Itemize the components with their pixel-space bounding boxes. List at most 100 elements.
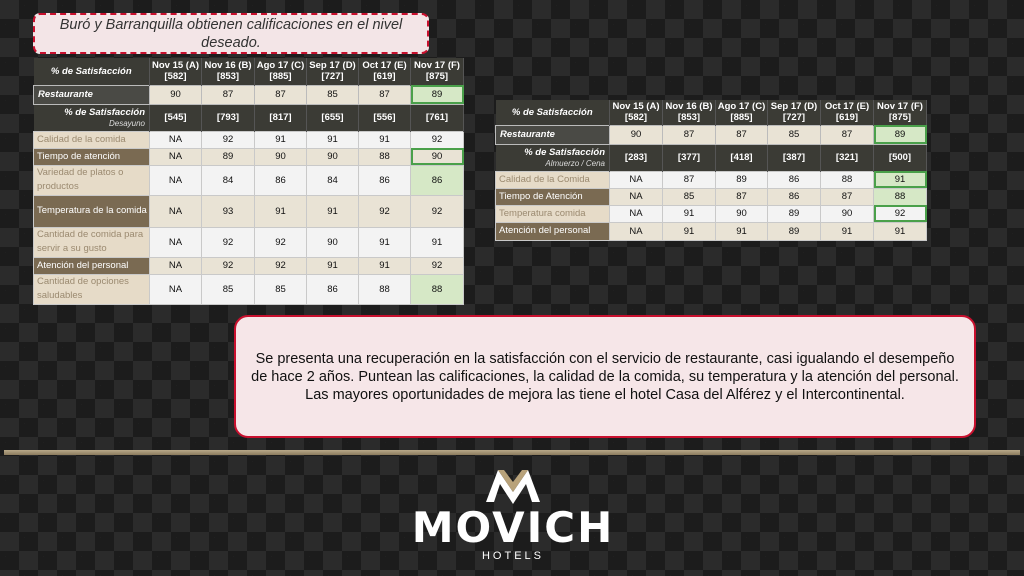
table-cell: 87 [715, 124, 768, 145]
sub-header-title: % de Satisfacción [524, 146, 605, 158]
table-cell: NA [609, 204, 663, 223]
sub-header-meal: Almuerzo / Cena [545, 158, 605, 168]
summary-note: Se presenta una recuperación en la satis… [234, 315, 976, 438]
table-cell: 89 [767, 204, 821, 223]
sample-size: [545] [149, 104, 202, 131]
period-header: Nov 16 (B)[853] [201, 58, 255, 85]
table-cell: 86 [254, 164, 307, 196]
table-cell: 85 [201, 273, 255, 305]
sample-size: [283] [609, 144, 663, 171]
table-cell: 91 [358, 130, 411, 149]
table-cell: 90 [254, 147, 307, 166]
header-label: % de Satisfacción [33, 58, 150, 85]
slide-title: Buró y Barranquilla obtienen calificacio… [33, 13, 429, 54]
sample-size: [793] [201, 104, 255, 131]
period-header: Sep 17 (D)[727] [306, 58, 359, 85]
table-cell: 92 [201, 256, 255, 275]
table-cell: 84 [306, 164, 359, 196]
table-cell: 86 [306, 273, 359, 305]
row-label: Calidad de la comida [33, 130, 150, 149]
table-cell: 91 [254, 130, 307, 149]
movich-mark-icon [486, 470, 540, 504]
sample-size: [500] [873, 144, 927, 171]
sample-size: [556] [358, 104, 411, 131]
divider-bar [4, 450, 1020, 455]
sample-size: [655] [306, 104, 359, 131]
table-cell: 87 [254, 84, 307, 105]
row-label: Tiempo de atención [33, 147, 150, 166]
period-header: Oct 17 (E)[619] [820, 100, 874, 125]
table-cell: 90 [149, 84, 202, 105]
table-cell: 92 [873, 204, 927, 223]
header-label: % de Satisfacción [495, 100, 610, 125]
sample-size: [761] [410, 104, 464, 131]
row-label: Temperatura comida [495, 204, 610, 223]
table-cell: 85 [306, 84, 359, 105]
table-cell: 87 [715, 187, 768, 206]
restaurante-label: Restaurante [495, 124, 610, 145]
table-cell: NA [609, 187, 663, 206]
row-label: Calidad de la Comida [495, 170, 610, 189]
table-cell: NA [149, 256, 202, 275]
row-label: Temperatura de la comida [33, 194, 150, 228]
sample-size: [418] [715, 144, 768, 171]
table-cell: 91 [820, 221, 874, 241]
table-cell: 91 [306, 194, 359, 228]
table-cell: 92 [254, 256, 307, 275]
table-cell: 89 [873, 124, 927, 145]
table-cell: 91 [410, 226, 464, 258]
table-cell: 86 [767, 187, 821, 206]
period-header: Nov 17 (F)[875] [873, 100, 927, 125]
table-cell: 92 [358, 194, 411, 228]
table-cell: NA [149, 164, 202, 196]
table-cell: 91 [358, 256, 411, 275]
table-cell: 91 [873, 170, 927, 189]
sample-size: [377] [662, 144, 716, 171]
table-cell: 91 [662, 204, 716, 223]
table-cell: 91 [358, 226, 411, 258]
table-cell: 88 [410, 273, 464, 305]
table-cell: 86 [358, 164, 411, 196]
table-cell: 89 [410, 84, 464, 105]
table-cell: NA [149, 147, 202, 166]
table-cell: 87 [358, 84, 411, 105]
sample-size: [321] [820, 144, 874, 171]
row-label: Cantidad de opciones saludables [33, 273, 150, 305]
table-cell: NA [149, 226, 202, 258]
table-cell: 87 [662, 124, 716, 145]
table-cell: 91 [306, 130, 359, 149]
period-header: Sep 17 (D)[727] [767, 100, 821, 125]
period-header: Nov 17 (F)[875] [410, 58, 464, 85]
sample-size: [387] [767, 144, 821, 171]
table-cell: NA [149, 273, 202, 305]
table-cell: 90 [609, 124, 663, 145]
period-header: Ago 17 (C)[885] [715, 100, 768, 125]
table-cell: 90 [410, 147, 464, 166]
table-cell: 87 [662, 170, 716, 189]
table-cell: 89 [201, 147, 255, 166]
movich-logo: MOVICH HOTELS [408, 462, 618, 572]
table-cell: 90 [306, 226, 359, 258]
table-cell: 85 [662, 187, 716, 206]
table-cell: 91 [715, 221, 768, 241]
table-cell: NA [149, 130, 202, 149]
table-cell: 84 [201, 164, 255, 196]
table-cell: 90 [715, 204, 768, 223]
table-cell: 90 [820, 204, 874, 223]
table-cell: 88 [873, 187, 927, 206]
sub-header-label: % de Satisfacción Desayuno [33, 104, 150, 131]
table-cell: 93 [201, 194, 255, 228]
table-cell: 88 [358, 147, 411, 166]
table-cell: 85 [254, 273, 307, 305]
brand-name: MOVICH [411, 503, 615, 552]
table-cell: 92 [201, 226, 255, 258]
table-cell: 85 [767, 124, 821, 145]
table-cell: 92 [410, 130, 464, 149]
sub-header-title: % de Satisfacción [64, 106, 145, 118]
row-label: Variedad de platos o productos [33, 164, 150, 196]
table-cell: NA [609, 221, 663, 241]
table-cell: 88 [358, 273, 411, 305]
table-cell: 92 [410, 256, 464, 275]
table-cell: 92 [254, 226, 307, 258]
table-cell: 86 [410, 164, 464, 196]
